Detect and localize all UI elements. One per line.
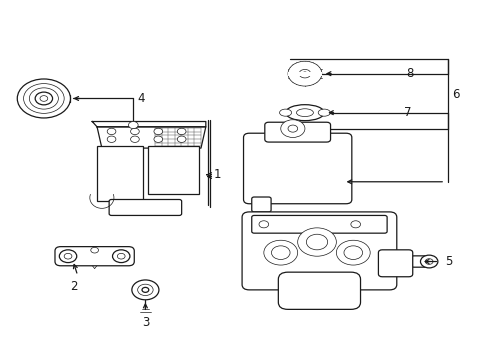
Circle shape bbox=[302, 72, 307, 76]
Text: 4: 4 bbox=[137, 92, 144, 105]
FancyBboxPatch shape bbox=[55, 247, 134, 266]
Circle shape bbox=[343, 246, 362, 260]
FancyBboxPatch shape bbox=[287, 72, 321, 76]
FancyBboxPatch shape bbox=[264, 122, 330, 142]
FancyBboxPatch shape bbox=[278, 272, 360, 309]
Circle shape bbox=[154, 136, 163, 143]
Circle shape bbox=[271, 246, 289, 260]
Text: 5: 5 bbox=[445, 255, 452, 268]
Circle shape bbox=[306, 234, 327, 250]
FancyBboxPatch shape bbox=[242, 212, 396, 290]
Circle shape bbox=[130, 136, 139, 143]
FancyBboxPatch shape bbox=[251, 197, 270, 212]
Circle shape bbox=[130, 128, 139, 135]
Ellipse shape bbox=[318, 109, 329, 116]
Text: 6: 6 bbox=[451, 87, 459, 100]
Circle shape bbox=[117, 253, 125, 259]
Circle shape bbox=[301, 110, 308, 115]
Circle shape bbox=[132, 280, 159, 300]
Circle shape bbox=[350, 221, 360, 228]
Circle shape bbox=[299, 69, 310, 78]
Ellipse shape bbox=[279, 109, 291, 116]
Circle shape bbox=[154, 128, 163, 135]
Circle shape bbox=[287, 61, 321, 86]
Text: 2: 2 bbox=[70, 280, 78, 293]
Text: 1: 1 bbox=[213, 168, 221, 181]
FancyBboxPatch shape bbox=[109, 199, 181, 215]
Circle shape bbox=[17, 79, 70, 118]
FancyBboxPatch shape bbox=[97, 146, 142, 201]
FancyBboxPatch shape bbox=[251, 215, 386, 233]
Circle shape bbox=[425, 259, 432, 264]
Ellipse shape bbox=[296, 109, 313, 117]
Circle shape bbox=[35, 92, 53, 105]
Circle shape bbox=[297, 228, 336, 256]
Ellipse shape bbox=[285, 105, 324, 121]
Circle shape bbox=[128, 122, 138, 129]
Circle shape bbox=[420, 255, 437, 268]
FancyBboxPatch shape bbox=[378, 250, 412, 277]
Circle shape bbox=[336, 240, 369, 265]
Text: 3: 3 bbox=[142, 316, 149, 329]
Circle shape bbox=[107, 136, 116, 143]
FancyBboxPatch shape bbox=[243, 133, 351, 204]
Circle shape bbox=[91, 247, 98, 253]
Circle shape bbox=[40, 96, 48, 101]
Circle shape bbox=[107, 128, 116, 135]
Circle shape bbox=[64, 253, 72, 259]
Circle shape bbox=[138, 284, 153, 296]
Polygon shape bbox=[92, 122, 205, 127]
Circle shape bbox=[264, 240, 297, 265]
Circle shape bbox=[142, 287, 148, 292]
Circle shape bbox=[177, 136, 185, 143]
Circle shape bbox=[280, 120, 305, 138]
Polygon shape bbox=[97, 127, 205, 148]
Text: 8: 8 bbox=[406, 67, 413, 80]
Circle shape bbox=[287, 125, 297, 132]
Circle shape bbox=[59, 250, 77, 262]
FancyBboxPatch shape bbox=[411, 256, 427, 267]
Circle shape bbox=[112, 250, 130, 262]
Circle shape bbox=[29, 88, 58, 109]
Circle shape bbox=[23, 84, 64, 113]
FancyBboxPatch shape bbox=[147, 146, 198, 194]
Circle shape bbox=[177, 128, 185, 135]
Text: 7: 7 bbox=[403, 106, 411, 119]
Circle shape bbox=[259, 221, 268, 228]
